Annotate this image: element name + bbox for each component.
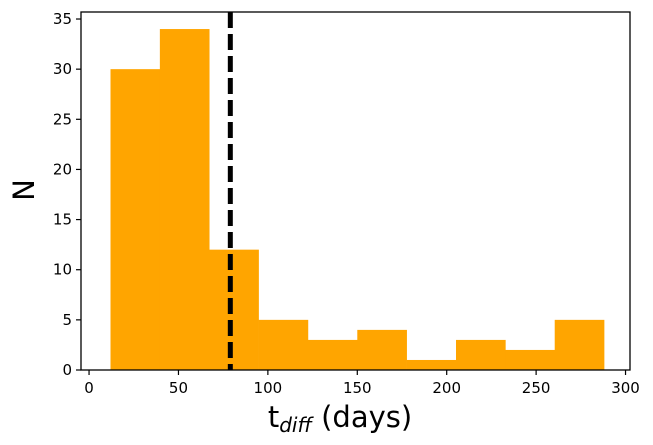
- histogram-bar-7: [456, 339, 506, 370]
- y-tick-label: 0: [62, 361, 72, 379]
- x-tick-label: 150: [343, 379, 372, 397]
- x-axis-label-main: t: [268, 400, 279, 434]
- histogram-bar-9: [554, 319, 605, 370]
- x-axis-label-unit: (days): [312, 400, 412, 434]
- x-axis-ticks: 0 50 100 150 200 250 300: [84, 370, 640, 397]
- y-axis-ticks: 0 5 10 15 20 25 30 35: [53, 10, 81, 379]
- histogram-bar-1: [159, 29, 210, 371]
- histogram-bar-3: [258, 319, 309, 370]
- plot-frame: [80, 11, 631, 371]
- histogram-bar-6: [406, 359, 457, 370]
- y-tick-label: 10: [53, 261, 72, 279]
- y-tick-label: 30: [53, 60, 72, 78]
- x-tick-label: 200: [432, 379, 461, 397]
- y-tick-label: 20: [53, 160, 72, 178]
- x-tick-label: 300: [611, 379, 640, 397]
- x-tick-label: 250: [522, 379, 551, 397]
- histogram-bar-8: [505, 349, 556, 370]
- x-tick-label: 100: [254, 379, 283, 397]
- y-axis-label: N: [7, 179, 41, 201]
- histogram-bar-2: [209, 249, 259, 370]
- x-axis-label-subscript: diff: [279, 413, 314, 437]
- y-tick-label: 35: [53, 10, 72, 28]
- y-tick-label: 5: [62, 311, 72, 329]
- histogram-bar-4: [307, 339, 358, 370]
- x-tick-label: 0: [84, 379, 94, 397]
- histogram-bar-0: [110, 69, 161, 370]
- x-tick-label: 50: [169, 379, 188, 397]
- y-tick-label: 25: [53, 110, 72, 128]
- histogram-bar-5: [357, 329, 407, 370]
- y-tick-label: 15: [53, 211, 72, 229]
- x-axis-label: tdiff (days): [268, 400, 412, 437]
- histogram-bars: [110, 29, 605, 371]
